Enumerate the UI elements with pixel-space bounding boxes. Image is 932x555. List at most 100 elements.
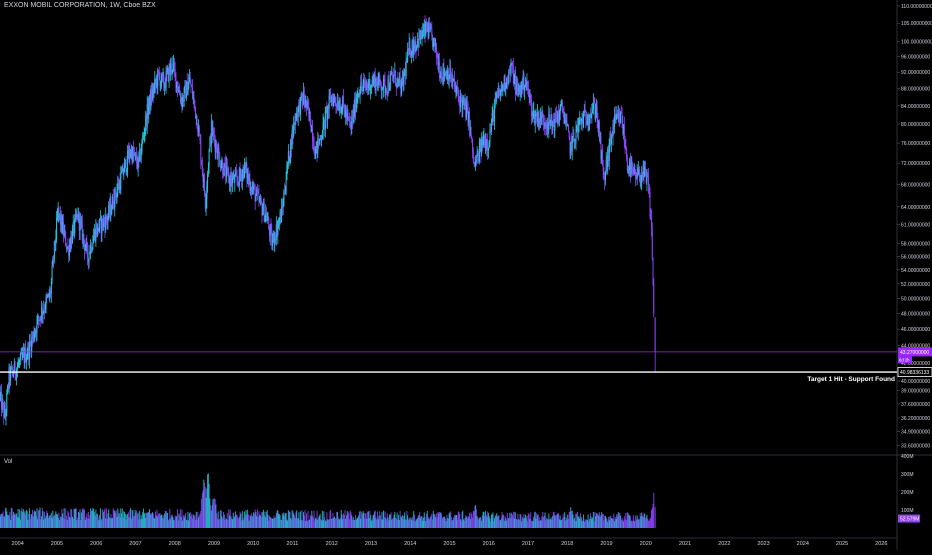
volume-bar — [570, 507, 572, 528]
volume-bar — [623, 516, 625, 528]
volume-bar — [56, 514, 58, 528]
candle-body — [427, 28, 429, 38]
candle-body — [69, 244, 71, 249]
volume-bar — [499, 520, 501, 528]
volume-bar — [409, 518, 411, 528]
candle-body — [606, 160, 608, 167]
candle-body — [269, 226, 271, 237]
candle-body — [334, 97, 336, 103]
candle-body — [419, 30, 421, 40]
candle-body — [266, 219, 268, 221]
candle-body — [578, 120, 580, 124]
candle-body — [42, 311, 44, 316]
volume-bar — [71, 509, 73, 528]
candle-body — [13, 362, 15, 374]
candle-body — [227, 168, 229, 172]
candle-body — [623, 125, 625, 135]
volume-bar — [195, 511, 197, 528]
candle-body — [351, 117, 353, 128]
volume-bar — [136, 514, 138, 528]
candle-body — [451, 77, 453, 82]
volume-bar — [631, 520, 633, 528]
volume-bar — [10, 507, 12, 528]
y-tick-label: 61.00000000 — [901, 223, 930, 229]
candle-body — [628, 167, 630, 171]
volume-bar — [133, 516, 135, 528]
volume-bar — [184, 515, 186, 528]
volume-bar — [145, 518, 147, 528]
candle-body — [232, 177, 234, 184]
volume-bar — [484, 511, 486, 528]
candle-body — [275, 224, 277, 241]
candle-body — [552, 121, 554, 126]
volume-bar — [565, 517, 567, 528]
volume-bar — [373, 514, 375, 528]
candle-body — [198, 127, 200, 136]
candle-body — [293, 122, 295, 136]
candle-body — [67, 246, 69, 248]
volume-bar — [50, 515, 52, 528]
volume-bar — [455, 515, 457, 528]
volume-bar — [58, 512, 60, 528]
volume-bar — [547, 519, 549, 528]
volume-bar — [548, 513, 550, 528]
volume-bar — [207, 474, 209, 528]
volume-bar — [589, 518, 591, 528]
candle-body — [64, 231, 66, 233]
volume-bar — [357, 517, 359, 528]
volume-bar — [19, 509, 21, 528]
candle-body — [643, 165, 645, 177]
volume-bar — [546, 518, 548, 528]
volume-bar — [504, 516, 506, 528]
volume-bar — [132, 510, 134, 528]
candle-body — [208, 150, 210, 168]
volume-bar — [555, 515, 557, 528]
x-tick-label: 2004 — [12, 541, 24, 547]
volume-bar — [200, 511, 202, 528]
candle-body — [253, 185, 255, 190]
volume-bar — [530, 512, 532, 528]
candle-body — [90, 244, 92, 252]
volume-bar — [473, 511, 475, 528]
volume-bar — [508, 517, 510, 528]
volume-bar — [479, 517, 481, 528]
volume-bar — [334, 518, 336, 528]
candle-body — [52, 258, 54, 267]
x-tick-label: 2026 — [875, 541, 887, 547]
candle-body — [290, 139, 292, 150]
volume-bar — [595, 513, 597, 528]
candle-body — [338, 108, 340, 110]
candle-body — [438, 61, 440, 65]
candle-body — [459, 97, 461, 108]
candle-body — [356, 99, 358, 102]
volume-bar — [269, 515, 271, 528]
candle-body — [299, 101, 301, 115]
candle-body — [429, 23, 431, 30]
volume-bar — [341, 514, 343, 528]
candle-body — [59, 213, 61, 225]
candle-body — [407, 49, 409, 51]
candle-body — [80, 219, 82, 223]
volume-bar — [607, 521, 609, 528]
candle-body — [275, 238, 277, 241]
volume-bar — [164, 513, 166, 528]
volume-bar — [198, 515, 200, 528]
candle-body — [229, 177, 231, 186]
volume-bar — [191, 513, 193, 528]
volume-bar — [0, 514, 2, 528]
volume-bar — [178, 513, 180, 528]
volume-bar — [447, 518, 449, 528]
candle-body — [441, 72, 443, 79]
candle-body — [618, 113, 620, 118]
volume-bar — [506, 520, 508, 528]
candle-body — [45, 296, 47, 309]
volume-bar — [429, 517, 431, 528]
volume-bar — [327, 519, 329, 528]
volume-bar — [552, 515, 554, 528]
volume-bar — [108, 517, 110, 528]
volume-bar — [155, 515, 157, 528]
volume-bar — [369, 510, 371, 528]
volume-bar — [457, 511, 459, 528]
volume-bar — [472, 517, 474, 528]
candle-body — [382, 88, 384, 90]
